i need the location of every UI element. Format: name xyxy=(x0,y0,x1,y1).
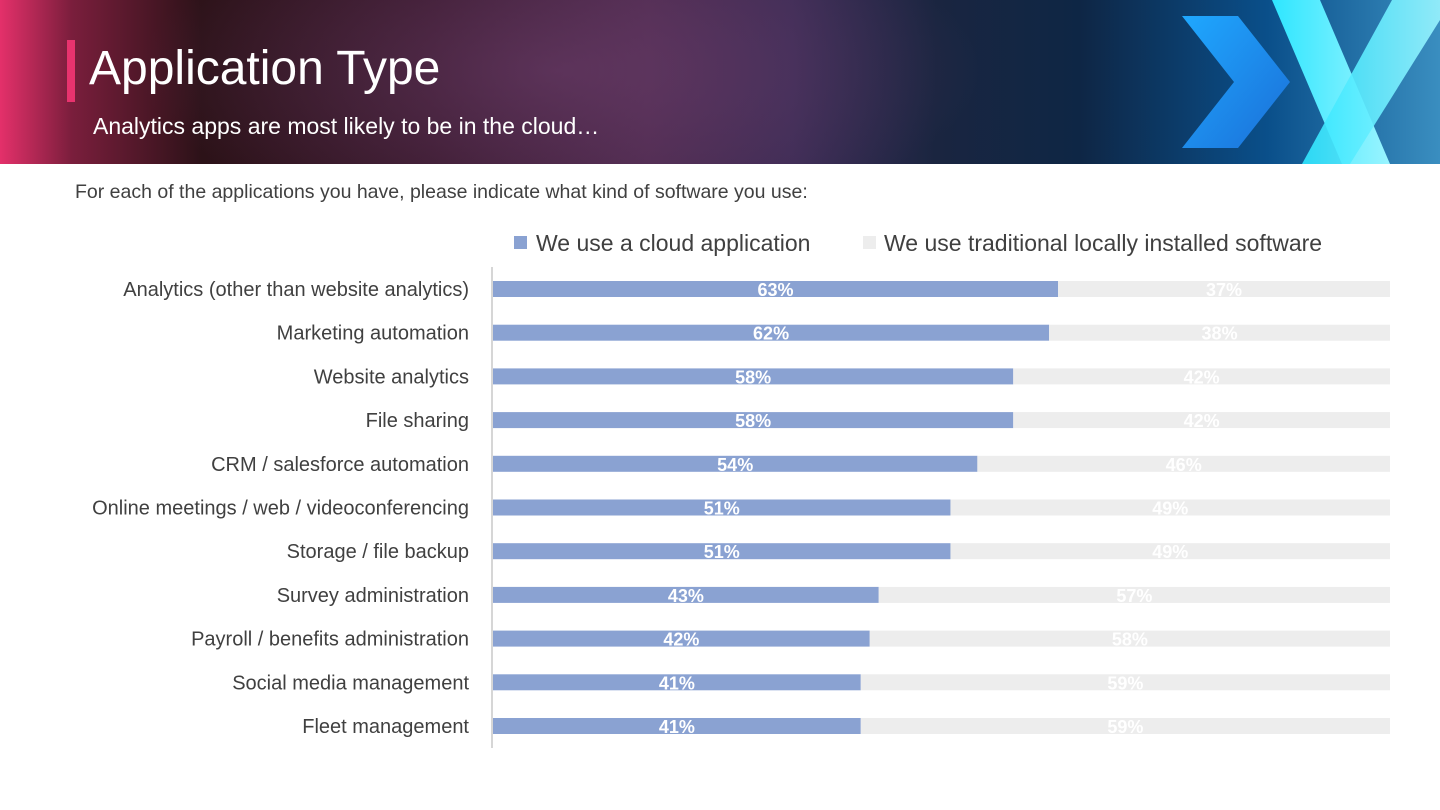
data-label-local: 42% xyxy=(1184,411,1220,431)
category-label: Online meetings / web / videoconferencin… xyxy=(92,498,469,520)
data-label-cloud: 51% xyxy=(704,542,740,562)
category-label: Payroll / benefits administration xyxy=(191,629,469,651)
data-label-local: 37% xyxy=(1206,280,1242,300)
bar-cloud xyxy=(493,281,1059,297)
bar-local xyxy=(860,718,1390,734)
data-label-local: 59% xyxy=(1107,717,1143,737)
bar-cloud xyxy=(493,630,870,647)
bar-cloud xyxy=(493,543,951,560)
category-label: CRM / salesforce automation xyxy=(211,454,469,476)
bar-cloud xyxy=(493,499,951,516)
bar-local xyxy=(860,674,1390,691)
data-label-cloud: 41% xyxy=(659,717,695,737)
data-label-cloud: 58% xyxy=(735,411,771,431)
legend-swatch-cloud xyxy=(514,236,527,249)
data-label-cloud: 62% xyxy=(753,324,789,344)
data-label-cloud: 58% xyxy=(735,367,771,387)
title-accent-bar xyxy=(67,40,75,102)
survey-question: For each of the applications you have, p… xyxy=(75,181,808,203)
data-label-cloud: 43% xyxy=(668,586,704,606)
legend-label-local: We use traditional locally installed sof… xyxy=(884,230,1322,256)
category-label: Website analytics xyxy=(314,366,469,388)
data-label-local: 38% xyxy=(1202,324,1238,344)
data-label-cloud: 42% xyxy=(663,630,699,650)
bar-local xyxy=(1058,281,1390,297)
bar-cloud xyxy=(493,586,879,603)
data-label-local: 42% xyxy=(1184,367,1220,387)
data-label-local: 46% xyxy=(1166,455,1202,475)
category-label: Marketing automation xyxy=(277,323,469,345)
data-label-local: 57% xyxy=(1116,586,1152,606)
category-label: Survey administration xyxy=(277,585,469,607)
bar-local xyxy=(950,499,1390,516)
category-label: Storage / file backup xyxy=(287,541,469,563)
page-title: Application Type xyxy=(89,42,441,95)
bar-cloud xyxy=(493,718,861,734)
data-label-local: 58% xyxy=(1112,630,1148,650)
bar-cloud xyxy=(493,324,1050,341)
bar-local xyxy=(1013,412,1390,429)
data-label-cloud: 51% xyxy=(704,499,740,519)
data-label-cloud: 54% xyxy=(717,455,753,475)
bar-local xyxy=(869,630,1390,647)
bar-cloud xyxy=(493,455,978,472)
bar-cloud xyxy=(493,412,1014,429)
data-label-cloud: 63% xyxy=(758,280,794,300)
page-subtitle: Analytics apps are most likely to be in … xyxy=(93,113,600,139)
header-banner: Application Type Analytics apps are most… xyxy=(0,0,1440,164)
data-label-local: 49% xyxy=(1152,542,1188,562)
bar-cloud xyxy=(493,368,1014,385)
category-label: File sharing xyxy=(366,410,469,432)
legend-swatch-local xyxy=(863,236,876,249)
data-label-cloud: 41% xyxy=(659,673,695,693)
bar-local xyxy=(950,543,1390,560)
legend-label-cloud: We use a cloud application xyxy=(536,230,810,256)
bar-local xyxy=(1013,368,1390,385)
bar-local xyxy=(977,455,1390,472)
bar-local xyxy=(878,586,1390,603)
category-label: Social media management xyxy=(232,672,469,694)
bar-cloud xyxy=(493,674,861,691)
category-label: Fleet management xyxy=(302,716,469,738)
bar-local xyxy=(1049,324,1390,341)
data-label-local: 59% xyxy=(1107,673,1143,693)
brand-chevron-x-logo-icon xyxy=(1182,0,1440,164)
category-label: Analytics (other than website analytics) xyxy=(123,279,469,301)
data-label-local: 49% xyxy=(1152,499,1188,519)
